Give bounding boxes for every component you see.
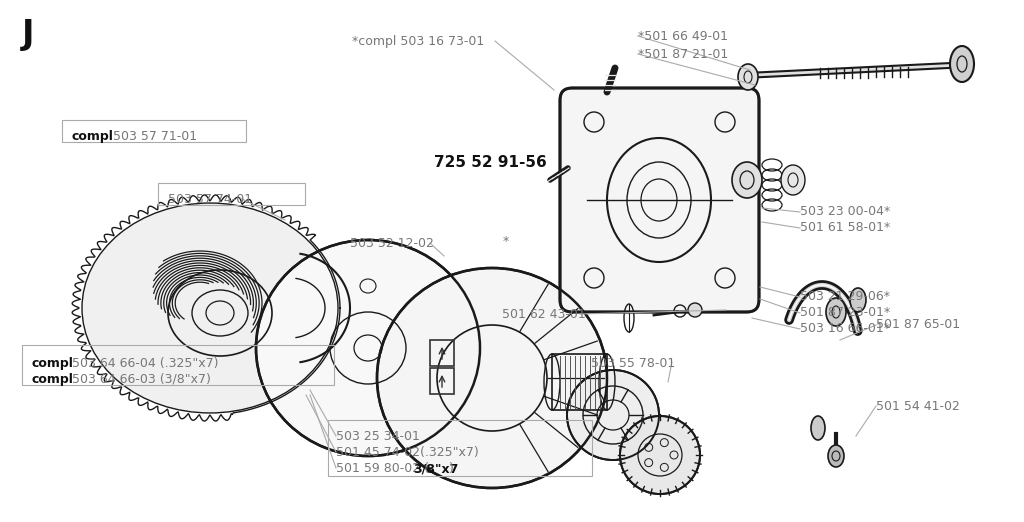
Ellipse shape [738,64,758,90]
Bar [62,120,246,142]
Ellipse shape [377,268,607,488]
Ellipse shape [567,370,659,460]
Text: 501 59 80-02 (: 501 59 80-02 ( [336,462,429,475]
Text: 501 87 23-01*: 501 87 23-01* [800,306,890,319]
Text: 501 45 74-02(.325"x7): 501 45 74-02(.325"x7) [336,446,479,459]
Text: 503 21 29-06*: 503 21 29-06* [800,290,890,303]
Ellipse shape [828,445,844,467]
Bar [430,368,454,394]
Text: 503 25 34-01: 503 25 34-01 [336,430,420,443]
Text: 503 16 66-01*: 503 16 66-01* [800,322,890,335]
Bar [158,183,305,205]
Text: 503 55 78-01: 503 55 78-01 [591,357,675,370]
Text: *501 66 49-01: *501 66 49-01 [638,30,728,43]
Text: 501 62 43-01: 501 62 43-01 [502,308,586,321]
Ellipse shape [781,165,805,195]
Text: 503 57 74-01: 503 57 74-01 [168,193,252,206]
Text: 501 61 58-01*: 501 61 58-01* [800,221,890,234]
FancyBboxPatch shape [560,88,759,312]
Ellipse shape [826,298,846,326]
Text: *501 87 21-01: *501 87 21-01 [638,48,728,61]
Text: compl: compl [32,357,74,370]
Text: 503 64 66-04 (.325"x7): 503 64 66-04 (.325"x7) [72,357,218,370]
Text: 725 52 91-56: 725 52 91-56 [434,155,547,170]
Ellipse shape [688,303,702,317]
Bar [430,340,454,366]
Text: *compl 503 16 73-01: *compl 503 16 73-01 [352,35,484,48]
Text: J: J [22,18,35,51]
Ellipse shape [811,416,825,440]
Text: compl: compl [32,373,74,386]
Text: 503 64 66-03 (3/8"x7): 503 64 66-03 (3/8"x7) [72,373,211,386]
Ellipse shape [82,203,338,413]
Bar [22,345,334,385]
Ellipse shape [620,416,700,494]
Text: 3/8"x7: 3/8"x7 [413,462,459,475]
Text: *: * [503,235,509,248]
Ellipse shape [950,46,974,82]
Ellipse shape [850,288,866,312]
Text: 501 54 41-02: 501 54 41-02 [876,400,959,413]
Text: 503 57 71-01: 503 57 71-01 [113,130,198,143]
Ellipse shape [732,162,762,198]
Ellipse shape [256,240,480,456]
Text: 501 87 65-01: 501 87 65-01 [876,318,961,331]
Text: compl: compl [72,130,114,143]
Bar [552,354,607,410]
Text: 503 23 00-04*: 503 23 00-04* [800,205,890,218]
Text: ): ) [449,462,454,475]
Text: 503 52 12-02: 503 52 12-02 [350,237,434,250]
Bar [328,420,592,476]
